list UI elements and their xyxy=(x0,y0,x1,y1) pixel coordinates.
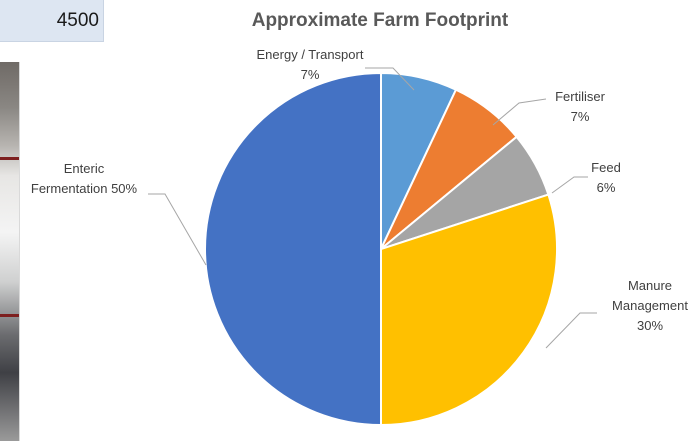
leader-line xyxy=(148,193,207,266)
chart-title: Approximate Farm Footprint xyxy=(252,10,509,31)
leader-line xyxy=(551,176,588,194)
data-labels: Energy / Transport 7% Fertiliser 7% Feed 6% Ma… xyxy=(31,47,688,333)
photo-stripe xyxy=(0,157,19,160)
leader-line xyxy=(365,67,415,91)
photo-stripe xyxy=(0,314,19,317)
pie-slice-enteric-fermentation[interactable] xyxy=(204,71,382,427)
data-label: Fertiliser 7% xyxy=(555,89,606,124)
leader-line xyxy=(545,312,597,349)
pie-slice-manure-management[interactable] xyxy=(380,193,558,427)
spreadsheet-cell-value[interactable]: 4500 xyxy=(0,0,104,42)
leader-line xyxy=(492,98,547,126)
data-label: Feed 6% xyxy=(591,160,621,195)
background-photo-strip xyxy=(0,62,19,441)
data-label: Enteric Fermentation 50% xyxy=(31,161,138,196)
leader-lines xyxy=(148,67,597,349)
data-label: Energy / Transport 7% xyxy=(257,47,364,82)
photo-divider xyxy=(19,62,20,441)
data-label: Manure Management 30% xyxy=(612,278,688,333)
pie-slices xyxy=(204,71,558,427)
